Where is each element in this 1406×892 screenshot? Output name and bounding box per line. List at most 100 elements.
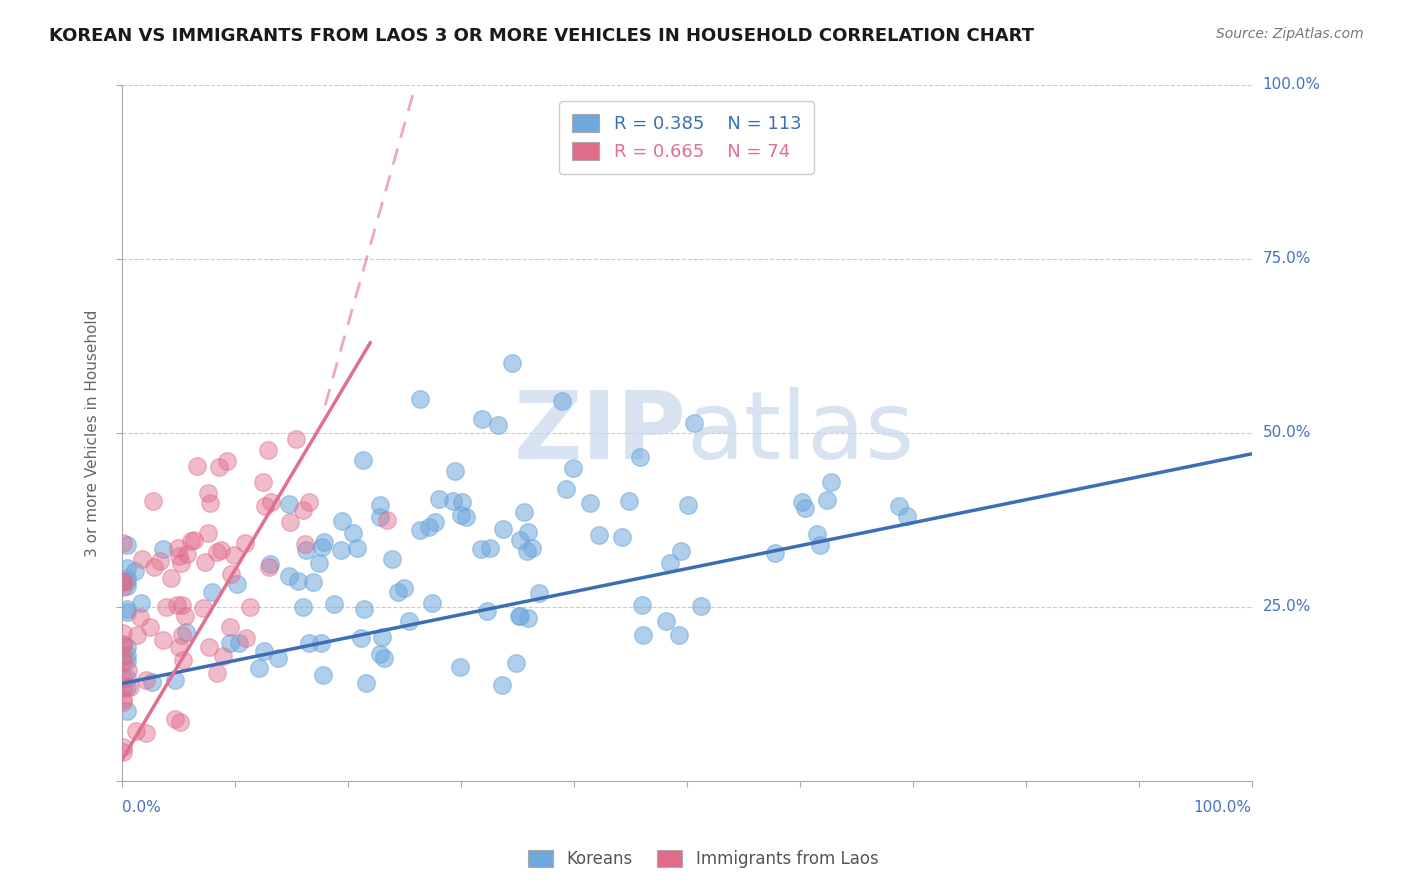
Immigrants from Laos — [291, 503, 314, 517]
Koreans — [810, 538, 832, 552]
Koreans — [117, 561, 139, 575]
Koreans — [896, 509, 918, 524]
Koreans — [579, 496, 602, 510]
Immigrants from Laos — [111, 574, 134, 589]
Immigrants from Laos — [257, 442, 280, 457]
Immigrants from Laos — [284, 433, 307, 447]
Immigrants from Laos — [127, 627, 149, 641]
Koreans — [247, 661, 270, 675]
Koreans — [117, 680, 139, 694]
Immigrants from Laos — [111, 681, 134, 695]
Immigrants from Laos — [217, 454, 239, 468]
Koreans — [117, 640, 139, 654]
Koreans — [470, 412, 492, 426]
Immigrants from Laos — [294, 537, 316, 551]
Koreans — [398, 614, 420, 628]
Koreans — [141, 675, 163, 690]
Koreans — [226, 577, 249, 591]
Immigrants from Laos — [176, 547, 198, 561]
Immigrants from Laos — [186, 459, 208, 474]
Immigrants from Laos — [111, 574, 134, 589]
Immigrants from Laos — [117, 663, 139, 677]
Koreans — [470, 541, 492, 556]
Koreans — [512, 505, 534, 519]
Immigrants from Laos — [252, 475, 274, 489]
Immigrants from Laos — [169, 714, 191, 729]
Koreans — [491, 678, 513, 692]
Immigrants from Laos — [212, 649, 235, 664]
Koreans — [152, 541, 174, 556]
Koreans — [676, 498, 699, 512]
Koreans — [527, 585, 550, 599]
Koreans — [505, 657, 527, 671]
Koreans — [588, 528, 610, 542]
Koreans — [451, 495, 474, 509]
Koreans — [117, 671, 139, 685]
Koreans — [117, 654, 139, 668]
Koreans — [610, 531, 633, 545]
Koreans — [176, 624, 198, 639]
Koreans — [658, 556, 681, 570]
Koreans — [550, 393, 572, 408]
Immigrants from Laos — [197, 485, 219, 500]
Koreans — [117, 601, 139, 615]
Immigrants from Laos — [111, 638, 134, 652]
Immigrants from Laos — [191, 600, 214, 615]
Koreans — [554, 482, 576, 496]
Immigrants from Laos — [111, 695, 134, 709]
Koreans — [449, 660, 471, 674]
Text: 75.0%: 75.0% — [1263, 252, 1310, 267]
Koreans — [117, 605, 139, 619]
Immigrants from Laos — [152, 633, 174, 648]
Immigrants from Laos — [224, 548, 246, 562]
Immigrants from Laos — [375, 513, 398, 527]
Immigrants from Laos — [194, 555, 217, 569]
Koreans — [129, 596, 152, 610]
Koreans — [794, 500, 817, 515]
Koreans — [353, 602, 375, 616]
Koreans — [815, 492, 838, 507]
Koreans — [332, 514, 354, 528]
Koreans — [628, 450, 651, 464]
Immigrants from Laos — [235, 632, 257, 646]
Immigrants from Laos — [111, 580, 134, 594]
Koreans — [352, 453, 374, 467]
Koreans — [342, 525, 364, 540]
Immigrants from Laos — [139, 620, 162, 634]
Immigrants from Laos — [170, 556, 193, 570]
Koreans — [295, 543, 318, 558]
Koreans — [820, 475, 842, 489]
Koreans — [124, 565, 146, 579]
Immigrants from Laos — [111, 739, 134, 754]
Immigrants from Laos — [166, 598, 188, 612]
Koreans — [302, 574, 325, 589]
Immigrants from Laos — [111, 745, 134, 759]
Immigrants from Laos — [142, 560, 165, 574]
Koreans — [450, 508, 472, 522]
Koreans — [509, 608, 531, 623]
Koreans — [381, 552, 404, 566]
Koreans — [117, 538, 139, 552]
Immigrants from Laos — [205, 665, 228, 680]
Text: ZIP: ZIP — [513, 387, 686, 479]
Koreans — [387, 584, 409, 599]
Text: 25.0%: 25.0% — [1263, 599, 1310, 615]
Immigrants from Laos — [172, 599, 194, 613]
Koreans — [373, 651, 395, 665]
Immigrants from Laos — [112, 691, 135, 706]
Koreans — [617, 493, 640, 508]
Immigrants from Laos — [298, 495, 321, 509]
Koreans — [350, 631, 373, 645]
Koreans — [117, 571, 139, 585]
Immigrants from Laos — [183, 533, 205, 547]
Koreans — [117, 574, 139, 589]
Immigrants from Laos — [221, 566, 243, 581]
Text: atlas: atlas — [686, 387, 915, 479]
Koreans — [475, 604, 498, 618]
Koreans — [690, 599, 713, 614]
Koreans — [368, 510, 391, 524]
Koreans — [441, 493, 464, 508]
Y-axis label: 3 or more Vehicles in Household: 3 or more Vehicles in Household — [86, 310, 100, 557]
Text: 50.0%: 50.0% — [1263, 425, 1310, 441]
Koreans — [418, 520, 440, 534]
